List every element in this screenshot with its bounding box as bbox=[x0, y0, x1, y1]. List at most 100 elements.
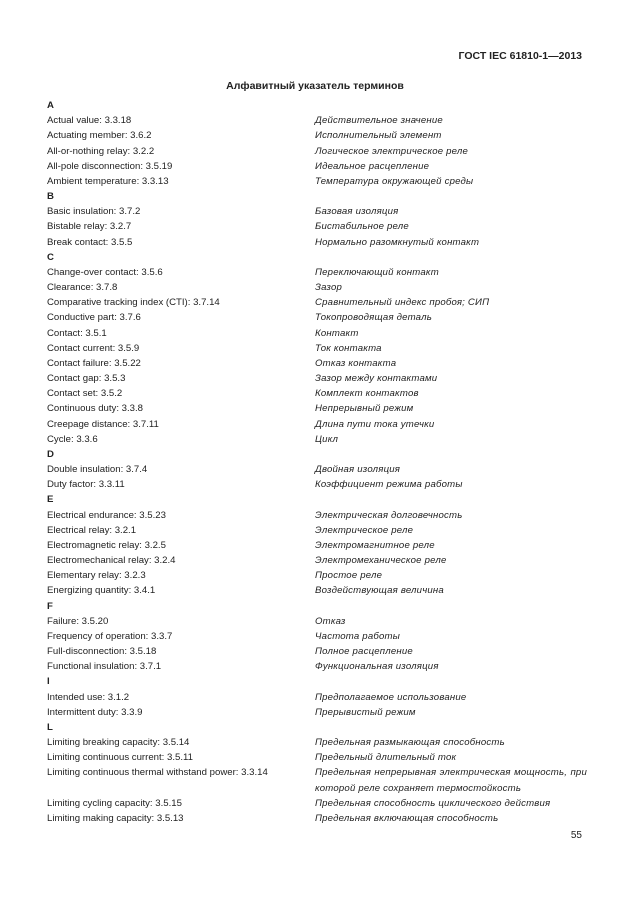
index-entry: Energizing quantity: 3.4.1 Воздействующая… bbox=[47, 583, 587, 598]
english-term: Failure: 3.5.20 bbox=[47, 615, 109, 627]
index-entry: Ambient temperature: 3.3.13 Температура о… bbox=[47, 174, 587, 189]
english-term: Electromechanical relay: 3.2.4 bbox=[47, 555, 176, 567]
english-term: Creepage distance: 3.7.11 bbox=[47, 418, 159, 430]
index-entry: Limiting continuous thermal withstand po… bbox=[47, 765, 587, 795]
russian-term: Бистабильное реле bbox=[315, 221, 409, 233]
index-entry: Conductive part: 3.7.6 Токопроводящая дет… bbox=[47, 310, 587, 325]
index-entry: Electromechanical relay: 3.2.4 Электромех… bbox=[47, 553, 587, 568]
russian-term: Переключающий контакт bbox=[315, 266, 439, 278]
russian-term: Полное расцепление bbox=[315, 646, 413, 658]
russian-term: Электромагнитное реле bbox=[315, 539, 435, 551]
index-entry: Actual value: 3.3.18 Действительное значе… bbox=[47, 113, 587, 128]
russian-term: Предполагаемое использование bbox=[315, 691, 467, 703]
english-term: Actual value: 3.3.18 bbox=[47, 115, 132, 127]
index-entry: All-or-nothing relay: 3.2.2 Логическое эл… bbox=[47, 144, 587, 159]
russian-term: Базовая изоляция bbox=[315, 206, 399, 218]
english-term: Contact: 3.5.1 bbox=[47, 327, 107, 339]
russian-term: Идеальное расцепление bbox=[315, 160, 430, 172]
english-term: Comparative tracking index (CTI): 3.7.14 bbox=[47, 297, 220, 309]
russian-term: Отказ bbox=[315, 615, 346, 627]
index-entry: Contact failure: 3.5.22 Отказ контакта bbox=[47, 356, 587, 371]
section-letter: I bbox=[47, 676, 50, 688]
index-entry: Cycle: 3.3.6 Цикл bbox=[47, 432, 587, 447]
english-term: Functional insulation: 3.7.1 bbox=[47, 661, 162, 673]
index-entry: Functional insulation: 3.7.1 Функциональн… bbox=[47, 659, 587, 674]
english-term: Continuous duty: 3.3.8 bbox=[47, 403, 144, 415]
english-term: Conductive part: 3.7.6 bbox=[47, 312, 141, 324]
section-letter: F bbox=[47, 600, 53, 612]
index-entry: Contact gap: 3.5.3 Зазор между контактами bbox=[47, 371, 587, 386]
english-term: Bistable relay: 3.2.7 bbox=[47, 221, 132, 233]
section-letter: B bbox=[47, 191, 54, 203]
index-entry: Elementary relay: 3.2.3 Простое реле bbox=[47, 568, 587, 583]
russian-term: Электрическое реле bbox=[315, 524, 414, 536]
section-letter: A bbox=[47, 100, 54, 111]
russian-term: Цикл bbox=[315, 433, 339, 445]
russian-term: Нормально разомкнутый контакт bbox=[315, 236, 480, 248]
russian-term: Исполнительный элемент bbox=[315, 130, 442, 142]
english-term: Ambient temperature: 3.3.13 bbox=[47, 175, 169, 187]
russian-term: Предельная размыкающая способность bbox=[315, 737, 505, 749]
russian-term: Простое реле bbox=[315, 570, 383, 582]
russian-term: Предельная непрерывная электрическая мощ… bbox=[315, 767, 587, 794]
index-entry: Continuous duty: 3.3.8 Непрерывный режим bbox=[47, 401, 587, 416]
english-term: Limiting breaking capacity: 3.5.14 bbox=[47, 737, 190, 749]
english-term: Contact failure: 3.5.22 bbox=[47, 357, 141, 369]
index-entry: Limiting cycling capacity: 3.5.15 Предель… bbox=[47, 796, 587, 811]
index-entry: Limiting continuous current: 3.5.11 Преде… bbox=[47, 750, 587, 765]
english-term: Basic insulation: 3.7.2 bbox=[47, 206, 141, 218]
russian-term: Токопроводящая деталь bbox=[315, 312, 432, 324]
russian-term: Предельный длительный ток bbox=[315, 752, 457, 764]
index-entry: Contact set: 3.5.2 Комплект контактов bbox=[47, 386, 587, 401]
english-term: Full-disconnection: 3.5.18 bbox=[47, 646, 157, 658]
russian-term: Температура окружающей среды bbox=[315, 175, 474, 187]
russian-term: Действительное значение bbox=[315, 115, 443, 127]
section-letter: L bbox=[47, 721, 53, 733]
index-entry: Intended use: 3.1.2 Предполагаемое исполь… bbox=[47, 690, 587, 705]
english-term: Electrical relay: 3.2.1 bbox=[47, 524, 137, 536]
term-index: A Actual value: 3.3.18 Действительное знач… bbox=[47, 98, 587, 826]
english-term: Clearance: 3.7.8 bbox=[47, 282, 118, 294]
index-entry: Basic insulation: 3.7.2 Базовая изоляция bbox=[47, 204, 587, 219]
english-term: Intermittent duty: 3.3.9 bbox=[47, 706, 143, 718]
index-entry: Change-over contact: 3.5.6 Переключающий … bbox=[47, 265, 587, 280]
english-term: Duty factor: 3.3.11 bbox=[47, 479, 125, 491]
index-entry: Electromagnetic relay: 3.2.5 Электромагни… bbox=[47, 538, 587, 553]
english-term: Limiting continuous current: 3.5.11 bbox=[47, 752, 193, 764]
english-term: Elementary relay: 3.2.3 bbox=[47, 570, 146, 582]
index-entry: Limiting breaking capacity: 3.5.14 Предел… bbox=[47, 735, 587, 750]
russian-term: Зазор bbox=[315, 282, 343, 294]
english-term: Change-over contact: 3.5.6 bbox=[47, 266, 163, 278]
index-entry: Break contact: 3.5.5 Нормально разомкнуты… bbox=[47, 235, 587, 250]
russian-term: Ток контакта bbox=[315, 342, 382, 354]
russian-term: Зазор между контактами bbox=[315, 373, 438, 385]
russian-term: Электрическая долговечность bbox=[315, 509, 463, 521]
russian-term: Двойная изоляция bbox=[315, 464, 401, 476]
russian-term: Непрерывный режим bbox=[315, 403, 414, 415]
english-term: Contact current: 3.5.9 bbox=[47, 342, 140, 354]
english-term: Electromagnetic relay: 3.2.5 bbox=[47, 539, 166, 551]
section-letter: C bbox=[47, 251, 54, 263]
russian-term: Логическое электрическое реле bbox=[315, 145, 469, 157]
english-term: All-pole disconnection: 3.5.19 bbox=[47, 160, 173, 172]
english-term: Break contact: 3.5.5 bbox=[47, 236, 133, 248]
index-entry: All-pole disconnection: 3.5.19 Идеальное … bbox=[47, 159, 587, 174]
page-title: Алфавитный указатель терминов bbox=[226, 80, 404, 92]
index-entry: Electrical endurance: 3.5.23 Электрическа… bbox=[47, 508, 587, 523]
english-term: Energizing quantity: 3.4.1 bbox=[47, 585, 156, 597]
russian-term: Коэффициент режима работы bbox=[315, 479, 463, 491]
index-entry: Bistable relay: 3.2.7 Бистабильное реле bbox=[47, 219, 587, 234]
index-entry: Contact: 3.5.1 Контакт bbox=[47, 326, 587, 341]
russian-term: Предельная способность циклического дейс… bbox=[315, 797, 551, 809]
index-entry: Comparative tracking index (CTI): 3.7.14… bbox=[47, 295, 587, 310]
index-entry: Intermittent duty: 3.3.9 Прерывистый режи… bbox=[47, 705, 587, 720]
index-entry: Duty factor: 3.3.11 Коэффициент режима ра… bbox=[47, 477, 587, 492]
section-letter: E bbox=[47, 494, 54, 506]
page-number: 55 bbox=[570, 830, 582, 841]
index-entry: Clearance: 3.7.8 Зазор bbox=[47, 280, 587, 295]
index-entry: Creepage distance: 3.7.11 Длина пути тока… bbox=[47, 417, 587, 432]
russian-term: Электромеханическое реле bbox=[315, 555, 447, 567]
index-entry: Frequency of operation: 3.3.7 Частота раб… bbox=[47, 629, 587, 644]
english-term: Limiting continuous thermal withstand po… bbox=[47, 767, 268, 779]
index-entry: Limiting making capacity: 3.5.13 Предельн… bbox=[47, 811, 587, 826]
